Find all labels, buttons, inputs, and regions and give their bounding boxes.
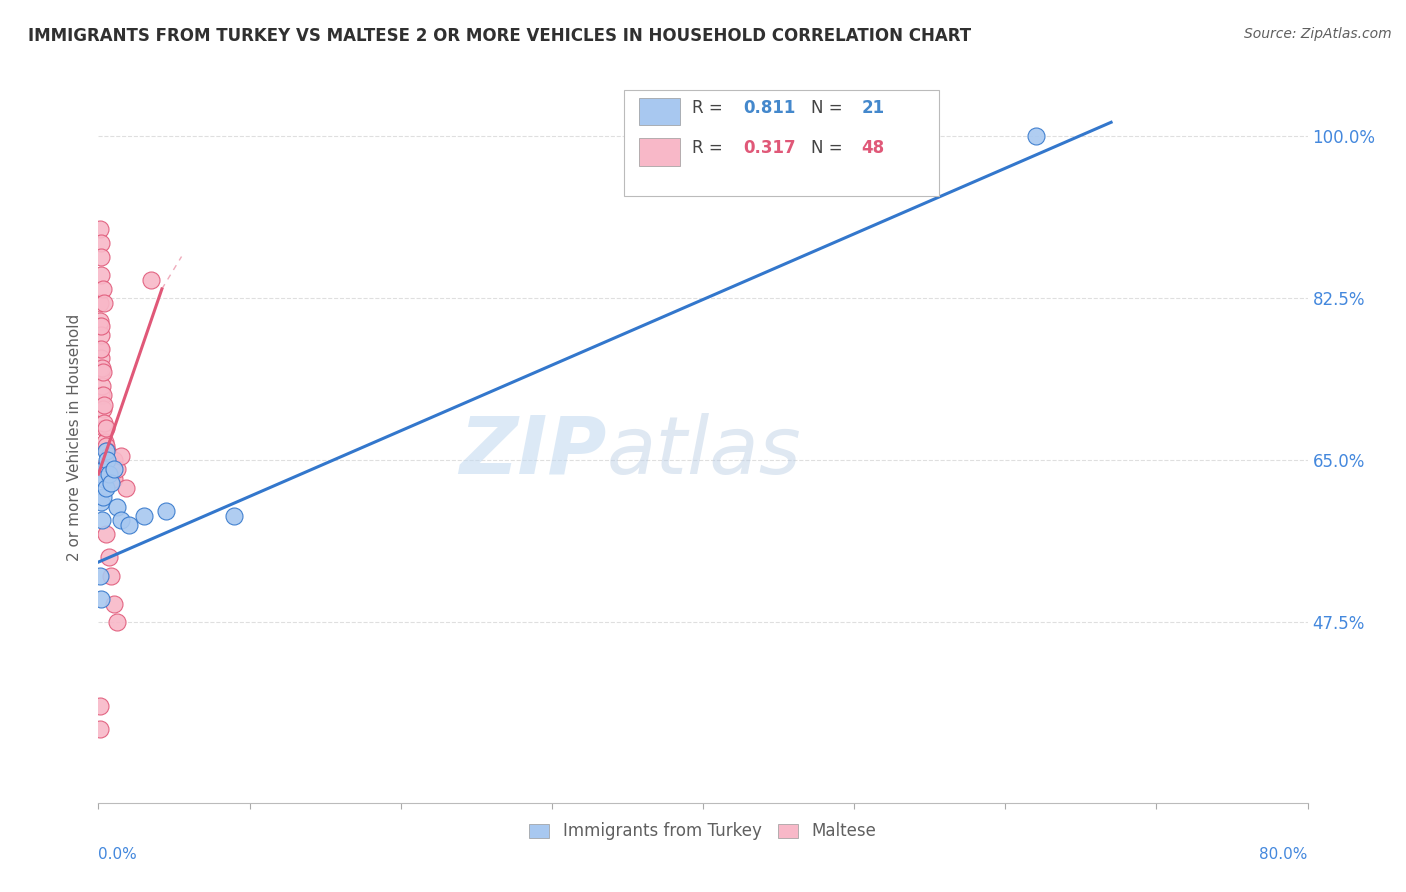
Legend: Immigrants from Turkey, Maltese: Immigrants from Turkey, Maltese bbox=[523, 816, 883, 847]
Point bbox=[89, 569, 111, 583]
Point bbox=[91, 282, 114, 296]
Point bbox=[96, 453, 118, 467]
Point bbox=[93, 416, 115, 430]
Text: 21: 21 bbox=[862, 99, 884, 117]
Point bbox=[141, 273, 163, 287]
Point bbox=[90, 495, 112, 509]
Text: R =: R = bbox=[692, 99, 728, 117]
Point bbox=[89, 295, 111, 310]
Point bbox=[90, 388, 112, 402]
Text: 0.0%: 0.0% bbox=[98, 847, 138, 862]
Bar bbox=[638, 98, 681, 126]
Point bbox=[91, 388, 114, 402]
Point bbox=[91, 513, 114, 527]
Text: 48: 48 bbox=[862, 139, 884, 157]
Point bbox=[110, 449, 132, 463]
Point bbox=[100, 569, 122, 583]
Text: N =: N = bbox=[811, 139, 848, 157]
Point bbox=[90, 318, 112, 333]
Point bbox=[98, 467, 121, 482]
Point bbox=[132, 508, 155, 523]
Text: Source: ZipAtlas.com: Source: ZipAtlas.com bbox=[1244, 27, 1392, 41]
Point bbox=[94, 481, 117, 495]
Point bbox=[94, 444, 117, 458]
Point bbox=[91, 360, 114, 375]
Y-axis label: 2 or more Vehicles in Household: 2 or more Vehicles in Household bbox=[67, 313, 83, 561]
Text: 0.317: 0.317 bbox=[744, 139, 796, 157]
Text: 80.0%: 80.0% bbox=[1260, 847, 1308, 862]
Point bbox=[89, 342, 111, 356]
Point bbox=[1024, 129, 1046, 144]
Point bbox=[89, 698, 111, 713]
Point bbox=[94, 458, 117, 472]
Point bbox=[105, 615, 128, 630]
Point bbox=[100, 476, 122, 491]
Point bbox=[90, 592, 112, 607]
Text: N =: N = bbox=[811, 99, 848, 117]
Point bbox=[98, 449, 121, 463]
Point bbox=[93, 421, 115, 435]
Point bbox=[91, 402, 114, 417]
Point bbox=[105, 500, 128, 514]
Point bbox=[114, 481, 136, 495]
Point bbox=[90, 342, 112, 356]
Point bbox=[96, 462, 118, 476]
Point bbox=[103, 597, 125, 611]
Point bbox=[155, 504, 177, 518]
FancyBboxPatch shape bbox=[624, 90, 939, 195]
Point bbox=[90, 467, 112, 482]
Point bbox=[94, 527, 117, 541]
Point bbox=[118, 518, 141, 533]
Point bbox=[105, 462, 128, 476]
Point bbox=[110, 513, 132, 527]
Point bbox=[103, 472, 125, 486]
Text: atlas: atlas bbox=[606, 413, 801, 491]
Point bbox=[89, 221, 111, 235]
Point bbox=[91, 490, 114, 504]
Point bbox=[93, 472, 115, 486]
Point bbox=[94, 434, 117, 449]
Point bbox=[93, 295, 115, 310]
Point bbox=[89, 722, 111, 736]
Point bbox=[90, 328, 112, 343]
Text: R =: R = bbox=[692, 139, 728, 157]
Point bbox=[103, 453, 125, 467]
Point bbox=[90, 351, 112, 366]
Point bbox=[96, 444, 118, 458]
Point bbox=[89, 318, 111, 333]
Bar bbox=[638, 138, 681, 166]
Point bbox=[100, 462, 122, 476]
Text: 0.811: 0.811 bbox=[744, 99, 796, 117]
Point bbox=[93, 462, 115, 476]
Point bbox=[98, 550, 121, 565]
Point bbox=[94, 421, 117, 435]
Point bbox=[103, 462, 125, 476]
Point bbox=[90, 250, 112, 264]
Point bbox=[89, 314, 111, 328]
Point bbox=[101, 472, 124, 486]
Point bbox=[90, 235, 112, 250]
Point bbox=[93, 398, 115, 412]
Text: ZIP: ZIP bbox=[458, 413, 606, 491]
Point bbox=[91, 379, 114, 393]
Point bbox=[94, 439, 117, 453]
Point bbox=[98, 467, 121, 482]
Point bbox=[91, 365, 114, 379]
Point bbox=[90, 365, 112, 379]
Text: IMMIGRANTS FROM TURKEY VS MALTESE 2 OR MORE VEHICLES IN HOUSEHOLD CORRELATION CH: IMMIGRANTS FROM TURKEY VS MALTESE 2 OR M… bbox=[28, 27, 972, 45]
Point bbox=[89, 360, 111, 375]
Point bbox=[90, 268, 112, 282]
Point bbox=[224, 508, 246, 523]
